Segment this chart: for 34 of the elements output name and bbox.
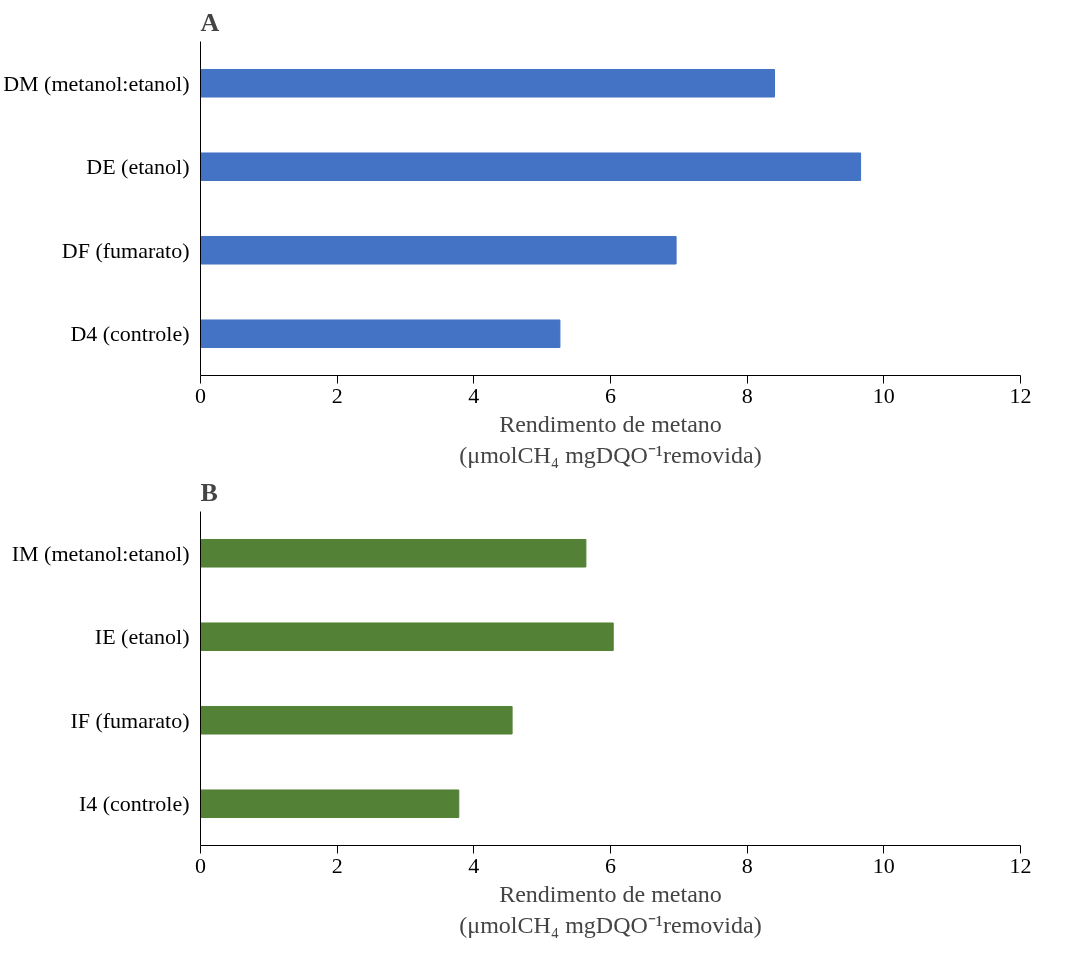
y-tick-label: I4 (controle) [78, 791, 190, 817]
x-axis-title: Rendimento de metano (μmolCH₄ mgDQO⁻¹removida) [459, 880, 762, 938]
x-tick-label: 10 [872, 852, 895, 878]
y-tick-label: DM (metanol:etanol) [3, 70, 190, 96]
bar [200, 789, 460, 819]
chart-title: B [200, 477, 218, 507]
x-tick-label: 8 [741, 382, 753, 408]
x-tick-label: 0 [195, 852, 206, 878]
x-tick-label: 8 [741, 852, 753, 878]
x-axis-title: Rendimento de metano (μmolCH₄ mgDQO⁻¹removida) [459, 410, 762, 468]
chart-title: A [200, 7, 220, 37]
y-tick-label: DE (etanol) [86, 154, 190, 180]
x-tick-label: 0 [195, 382, 206, 408]
x-tick-label: 12 [1009, 852, 1032, 878]
x-tick-label: 4 [468, 382, 480, 408]
bar [200, 705, 513, 735]
x-tick-label: 2 [331, 382, 343, 408]
bar [200, 152, 862, 182]
bar [200, 622, 614, 652]
bar [200, 235, 677, 265]
y-tick-label: DF (fumarato) [61, 237, 190, 263]
bar [200, 538, 587, 568]
x-tick-label: 2 [331, 852, 343, 878]
y-tick-label: D4 (controle) [70, 321, 190, 347]
x-tick-label: 12 [1009, 382, 1032, 408]
bar [200, 319, 561, 349]
x-tick-label: 4 [468, 852, 480, 878]
bar [200, 68, 775, 98]
y-tick-label: IE (etanol) [94, 624, 190, 650]
y-tick-label: IM (metanol:etanol) [11, 540, 190, 566]
x-tick-label: 6 [605, 382, 616, 408]
x-tick-label: 10 [872, 382, 895, 408]
x-tick-label: 6 [605, 852, 616, 878]
y-tick-label: IF (fumarato) [70, 707, 190, 733]
